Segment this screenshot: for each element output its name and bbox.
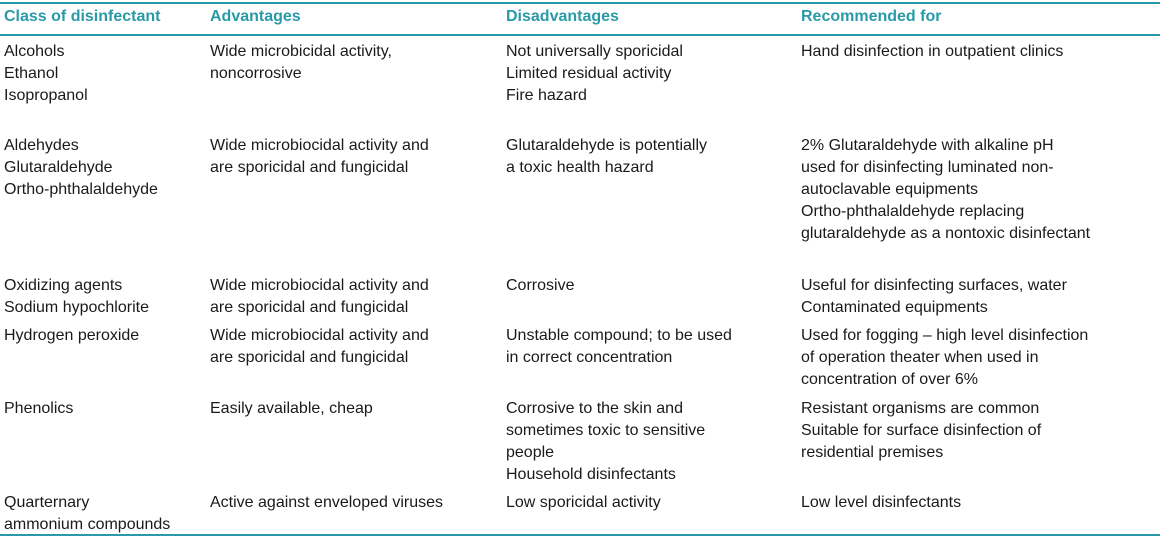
header-class: Class of disinfectant (4, 8, 161, 25)
cell-recommended: Used for fogging – high level disinfecti… (801, 327, 1089, 388)
cell-recommended: Hand disinfection in outpatient clinics (801, 43, 1064, 60)
cell-disadvantages: Unstable compound; to be used in correct… (506, 327, 732, 366)
cell-recommended: Low level disinfectants (801, 494, 962, 511)
cell-recommended: Resistant organisms are common Suitable … (801, 400, 1042, 461)
cell-advantages: Wide microbiocidal activity and are spor… (210, 137, 429, 176)
cell-advantages: Wide microbiocidal activity and are spor… (210, 327, 429, 366)
table-row: Aldehydes Glutaraldehyde Ortho-phthalald… (4, 135, 1160, 275)
cell-disadvantages: Corrosive (506, 277, 575, 294)
bottom-rule (0, 534, 1160, 536)
cell-disadvantages: Corrosive to the skin and sometimes toxi… (506, 400, 706, 483)
table-row: Oxidizing agents Sodium hypochlorite Wid… (4, 275, 1160, 325)
cell-class: Quarternary ammonium compounds (4, 494, 171, 533)
cell-class: Hydrogen peroxide (4, 327, 140, 344)
cell-class: Alcohols Ethanol Isopropanol (4, 43, 88, 104)
header-recommended: Recommended for (801, 8, 942, 25)
cell-class: Aldehydes Glutaraldehyde Ortho-phthalald… (4, 137, 158, 198)
cell-advantages: Wide microbicidal activity, noncorrosive (210, 43, 392, 82)
table-row: Quarternary ammonium compounds Active ag… (4, 492, 1160, 536)
cell-recommended: 2% Glutaraldehyde with alkaline pH used … (801, 137, 1091, 242)
cell-advantages: Active against enveloped viruses (210, 494, 444, 511)
top-rule (0, 2, 1160, 4)
cell-disadvantages: Low sporicidal activity (506, 494, 661, 511)
disinfectant-table: Class of disinfectant Advantages Disadva… (4, 8, 1160, 536)
cell-class: Phenolics (4, 400, 74, 417)
table-row: Phenolics Easily available, cheap Corros… (4, 398, 1160, 492)
cell-disadvantages: Glutaraldehyde is potentially a toxic he… (506, 137, 708, 176)
cell-class: Oxidizing agents Sodium hypochlorite (4, 277, 149, 316)
cell-advantages: Easily available, cheap (210, 400, 373, 417)
cell-advantages: Wide microbiocidal activity and are spor… (210, 277, 429, 316)
cell-recommended: Useful for disinfecting surfaces, water … (801, 277, 1067, 316)
header-advantages: Advantages (210, 8, 301, 25)
cell-disadvantages: Not universally sporicidal Limited resid… (506, 43, 683, 104)
header-rule (0, 34, 1160, 36)
header-disadvantages: Disadvantages (506, 8, 619, 25)
header-row: Class of disinfectant Advantages Disadva… (4, 8, 1160, 36)
table-row: Hydrogen peroxide Wide microbiocidal act… (4, 325, 1160, 398)
table-row: Alcohols Ethanol Isopropanol Wide microb… (4, 36, 1160, 135)
